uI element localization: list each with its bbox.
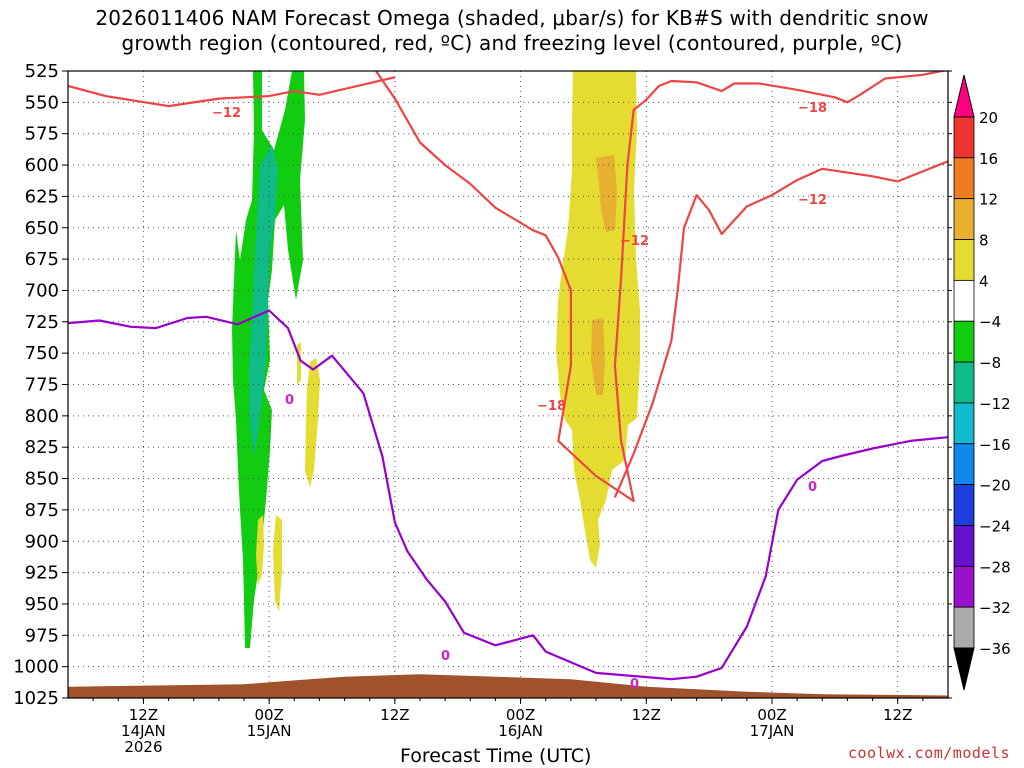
colorbar-swatch (953, 116, 975, 159)
colorbar-label: 20 (979, 109, 998, 127)
y-tick-label: 750 (25, 343, 59, 364)
colorbar-swatch (953, 198, 975, 240)
omega-positive-shade-max (596, 155, 617, 232)
x-tick-label: 14JAN (121, 722, 166, 740)
y-tick-label: 875 (25, 500, 59, 521)
colorbar-label: −28 (979, 558, 1011, 576)
dendritic-growth-contour (375, 71, 948, 503)
y-tick-label: 775 (25, 375, 59, 396)
contour-lines (68, 71, 948, 681)
contour-label-dendritic: −12 (212, 106, 241, 121)
y-tick-label: 650 (25, 218, 59, 239)
omega-positive-shade (297, 342, 301, 385)
colorbar-swatch (953, 402, 975, 445)
y-tick-label: 700 (25, 280, 59, 301)
y-axis: 525 550 575 600 625 650 675 700 725 750 775 800 825 8… (13, 61, 952, 709)
contour-label-dendritic: −18 (537, 399, 566, 414)
colorbar-label: 4 (979, 272, 989, 290)
x-tick-label: 00Z (757, 706, 786, 724)
colorbar-label: 16 (979, 150, 998, 168)
y-tick-label: 1025 (13, 688, 59, 709)
colorbar-label: −8 (979, 354, 1001, 372)
x-tick-label: 12Z (883, 706, 912, 724)
x-tick-label: 2026 (124, 738, 162, 756)
colorbar-label: −24 (979, 517, 1011, 535)
x-tick-label: 00Z (506, 706, 535, 724)
omega-negative-shade-core (249, 145, 278, 460)
source-credit: coolwx.com/models (847, 744, 1010, 762)
y-tick-label: 800 (25, 406, 59, 427)
y-tick-label: 975 (25, 625, 59, 646)
colorbar-cap-top (953, 74, 975, 118)
colorbar-label: −4 (979, 313, 1001, 331)
x-tick-label: 12Z (129, 706, 158, 724)
x-tick-label: 17JAN (750, 722, 795, 740)
omega-positive-shade (256, 515, 264, 585)
y-tick-label: 675 (25, 249, 59, 270)
colorbar-swatch (953, 443, 975, 486)
dendritic-growth-contour (613, 160, 948, 498)
ground-surface (68, 674, 948, 698)
y-tick-label: 925 (25, 563, 59, 584)
contour-label-freezing: 0 (808, 480, 817, 495)
y-tick-label: 625 (25, 186, 59, 207)
colorbar-swatch (953, 484, 975, 526)
contour-label-dendritic: −12 (798, 193, 827, 208)
colorbar-swatch (953, 565, 975, 608)
colorbar-cap-bottom (953, 647, 975, 691)
omega-negative-shade (232, 71, 305, 648)
colorbar-label: −16 (979, 436, 1011, 454)
x-tick-label: 16JAN (498, 722, 543, 740)
chart-title-line1: 2026011406 NAM Forecast Omega (shaded, μ… (95, 6, 929, 30)
y-tick-label: 850 (25, 469, 59, 490)
colorbar-label: −32 (979, 599, 1011, 617)
ground-surface-fill (68, 674, 948, 698)
y-tick-label: 1000 (13, 657, 59, 678)
colorbar-swatch (953, 239, 975, 281)
y-tick-label: 575 (25, 124, 59, 145)
freezing-level-contour (68, 309, 948, 681)
colorbar-label: 12 (979, 191, 998, 209)
x-axis-label: Forecast Time (UTC) (400, 745, 592, 767)
y-tick-label: 525 (25, 61, 59, 82)
x-tick-label: 15JAN (247, 722, 292, 740)
omega-positive-shade (305, 358, 320, 488)
contour-labels: −12 −18 −18 −12 −12 0 0 0 0 (212, 101, 827, 692)
y-tick-label: 825 (25, 437, 59, 458)
y-tick-label: 600 (25, 155, 59, 176)
colorbar: 20 16 12 8 4 −4 −8 −12 −16 −20 −24 −28 −32 −36 (953, 74, 1011, 691)
x-tick-label: 12Z (380, 706, 409, 724)
x-tick-label: 00Z (254, 706, 283, 724)
y-tick-label: 725 (25, 312, 59, 333)
y-tick-label: 550 (25, 92, 59, 113)
omega-positive-shade (273, 515, 282, 612)
contour-label-freezing: 0 (441, 649, 450, 664)
y-tick-label: 900 (25, 531, 59, 552)
omega-positive-shade-max (591, 318, 605, 395)
colorbar-label: −20 (979, 477, 1011, 495)
colorbar-swatch (953, 525, 975, 567)
chart-title-line2: growth region (contoured, red, ºC) and f… (121, 31, 903, 55)
colorbar-label: −12 (979, 395, 1011, 413)
colorbar-swatch (953, 157, 975, 200)
colorbar-swatch (953, 606, 975, 649)
colorbar-swatch (953, 320, 975, 363)
colorbar-swatch (953, 361, 975, 404)
contour-label-freezing: 0 (285, 393, 294, 408)
colorbar-label: 8 (979, 232, 989, 250)
y-tick-label: 950 (25, 594, 59, 615)
dendritic-growth-contour (68, 76, 396, 108)
colorbar-label: −36 (979, 640, 1011, 658)
contour-label-dendritic: −12 (620, 234, 649, 249)
contour-label-freezing: 0 (630, 677, 639, 692)
contour-label-dendritic: −18 (798, 101, 827, 116)
grid (68, 70, 948, 699)
omega-shading (232, 71, 640, 648)
x-tick-label: 12Z (632, 706, 661, 724)
colorbar-swatch (953, 279, 975, 322)
